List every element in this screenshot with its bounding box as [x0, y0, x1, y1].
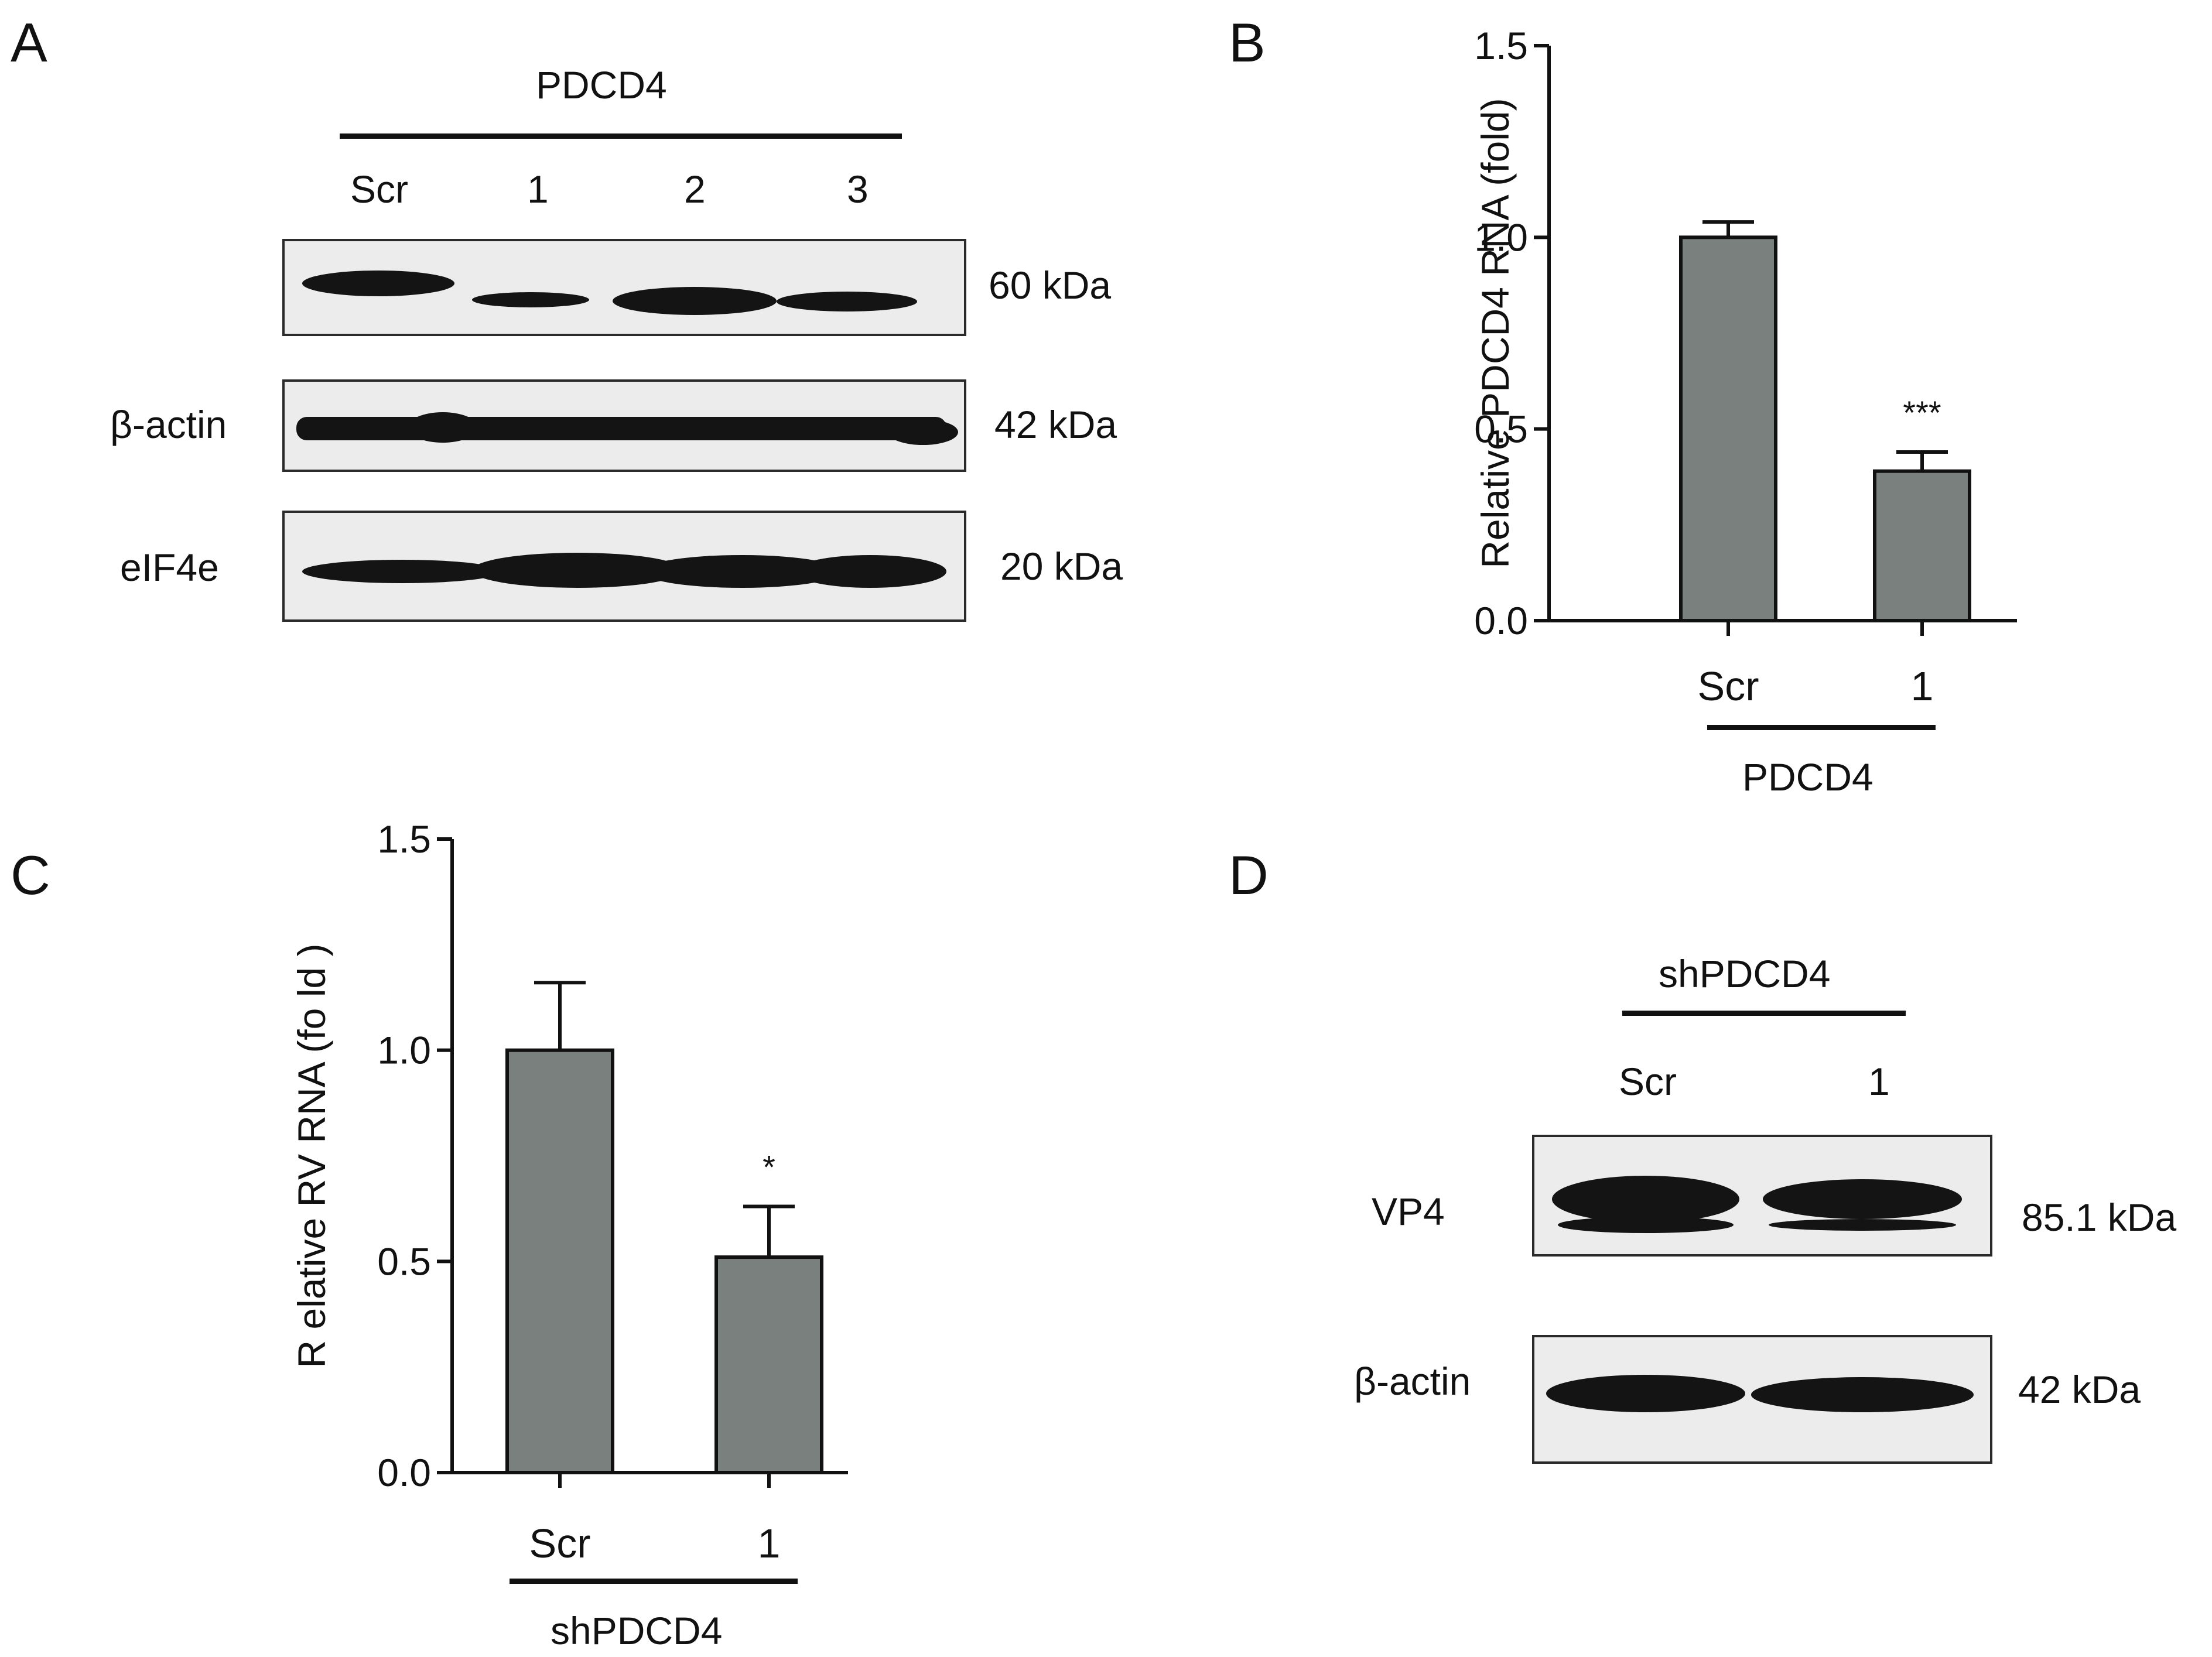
panel-b-significance-marker: *** [1903, 394, 1941, 431]
panel-d-letter: D [1229, 844, 1269, 906]
panel-b-y-tick-label: 0.5 [1474, 408, 1528, 451]
panel-a-letter: A [11, 12, 47, 73]
panel-b-y-tick-label: 0.0 [1474, 599, 1528, 642]
panel-d-blot-size: 85.1 kDa [2022, 1196, 2177, 1239]
panel-a-blot-label: eIF4e [120, 546, 219, 589]
panel-a-blot-size: 42 kDa [994, 403, 1117, 446]
vp4-bands [1552, 1176, 1962, 1233]
panel-a-blot-size: 20 kDa [1000, 545, 1123, 588]
panel-c-group-line [510, 1579, 798, 1584]
pdcd4-bands [302, 271, 917, 315]
panel-a-lane-label: 1 [527, 167, 549, 211]
panel-c-group-label: shPDCD4 [551, 1609, 723, 1652]
panel-b-group-label: PDCD4 [1742, 755, 1873, 799]
panel-a-lane-label: Scr [350, 167, 408, 211]
panel-d-lane-label: 1 [1868, 1060, 1890, 1103]
panel-a-group-line [340, 133, 902, 139]
panel-b-y-tick-label: 1.5 [1474, 24, 1528, 67]
eif4e-bands [302, 553, 946, 588]
panel-c-y-tick-label: 0.5 [377, 1240, 431, 1283]
panel-a-blot-pdcd4 [282, 239, 966, 336]
panel-c-significance-marker: * [763, 1149, 775, 1186]
panel-c-y-axis-label: R elative RV RNA (fo ld ) [290, 943, 333, 1368]
panel-b-group-line [1707, 725, 1936, 730]
panel-a-blot-eif4e [282, 511, 966, 622]
panel-d-blot-label: β-actin [1354, 1360, 1471, 1403]
panel-c-y-tick-label: 0.0 [377, 1451, 431, 1494]
panel-a-lane-label: 3 [847, 167, 869, 211]
actin-bands [296, 412, 958, 445]
panel-d-blot-vp4 [1532, 1135, 1992, 1257]
panel-c-y-tick-label: 1.5 [377, 817, 431, 861]
panel-b-bar [1679, 235, 1777, 623]
panel-d-blot-label: VP4 [1372, 1190, 1445, 1233]
panel-d-group-label: shPDCD4 [1659, 952, 1831, 995]
panel-c-category-label: Scr [529, 1521, 591, 1566]
panel-b-category-label: 1 [1911, 663, 1934, 709]
panel-a-group-label: PDCD4 [536, 63, 667, 107]
panel-c-category-label: 1 [758, 1521, 781, 1566]
panel-c-bar [714, 1255, 823, 1475]
panel-a-blot-actin [282, 379, 966, 472]
panel-d-blot-size: 42 kDa [2018, 1368, 2141, 1411]
panel-d-actin-bands [1546, 1375, 1974, 1412]
panel-a-blot-label: β-actin [110, 403, 227, 446]
panel-a-blot-size: 60 kDa [989, 263, 1112, 307]
panel-a-lane-label: 2 [684, 167, 706, 211]
panel-d-lane-label: Scr [1619, 1060, 1677, 1103]
panel-c-letter: C [11, 844, 50, 906]
panel-b-letter: B [1229, 12, 1266, 73]
panel-c-bar [505, 1048, 614, 1474]
panel-b-category-label: Scr [1698, 663, 1759, 709]
panel-d-blot-actin [1532, 1335, 1992, 1464]
panel-b-y-tick-label: 1.0 [1474, 215, 1528, 259]
panel-b-y-axis-label: Relative PDCD4 RNA (fold) [1473, 98, 1517, 568]
panel-d-group-line [1622, 1011, 1906, 1016]
panel-c-y-tick-label: 1.0 [377, 1029, 431, 1072]
